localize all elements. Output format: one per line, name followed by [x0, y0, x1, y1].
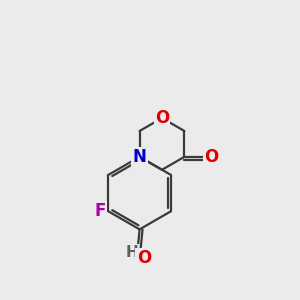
Text: O: O	[155, 109, 169, 127]
Text: O: O	[204, 148, 218, 166]
Text: F: F	[94, 202, 106, 220]
Text: O: O	[136, 249, 151, 267]
Text: N: N	[133, 148, 146, 166]
Text: H: H	[125, 245, 138, 260]
